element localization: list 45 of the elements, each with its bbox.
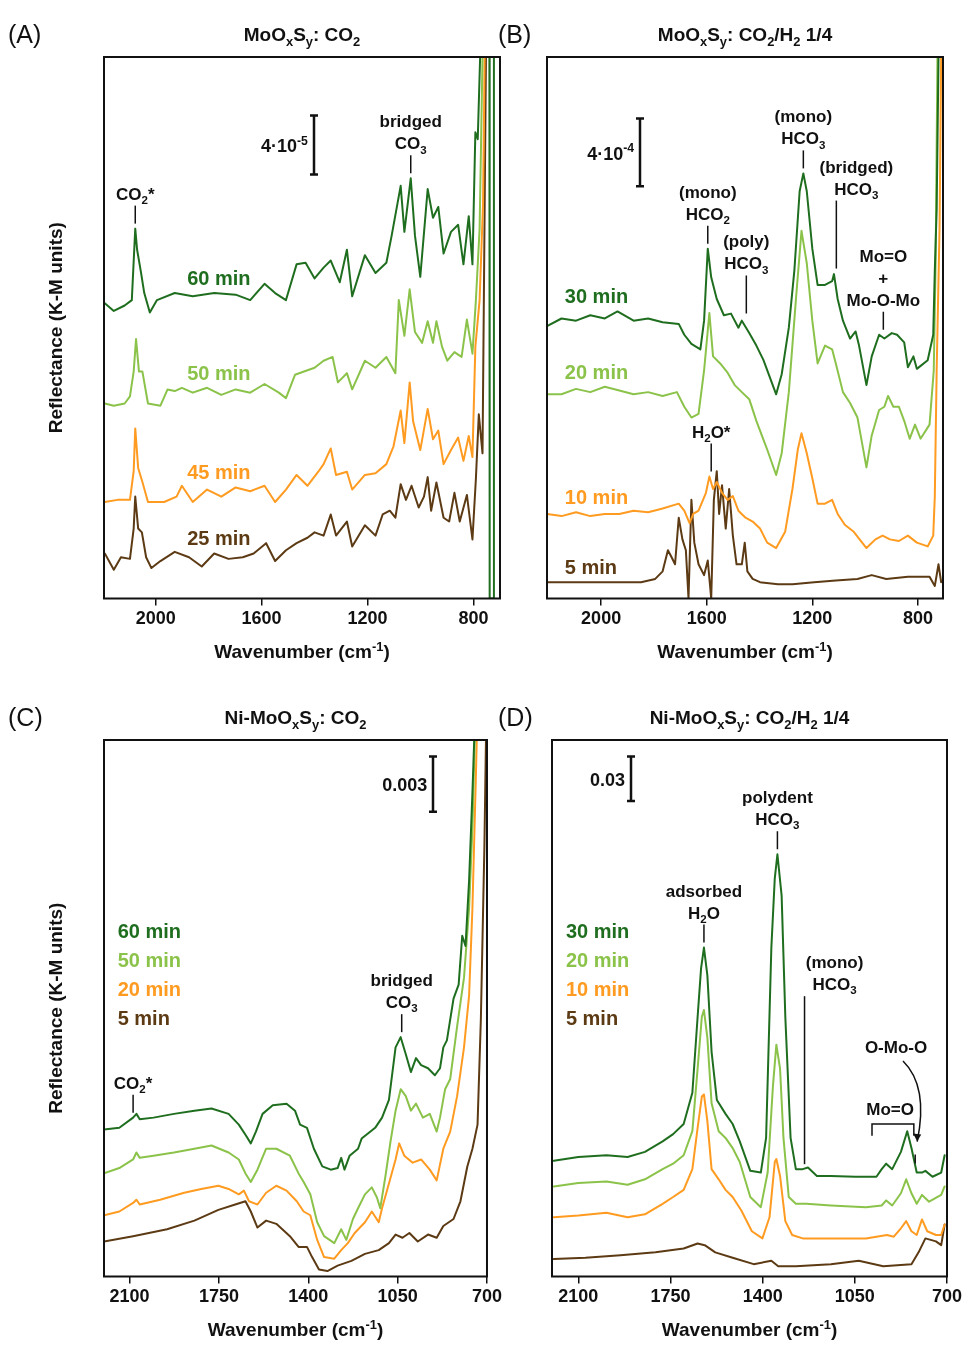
x-tick-label: 1400 [288,1286,329,1307]
text: 5 min [565,1007,619,1030]
text: (D) [498,703,533,731]
x-tick-label: 1050 [834,1286,875,1307]
y-axis-title: Reflectance (K-M units) [45,222,66,434]
text: (A) [8,20,42,48]
x-tick-label: 800 [458,608,489,629]
x-tick-label: 1400 [742,1286,783,1307]
series-label: 60 min [187,267,251,290]
series-label: 20 min [564,360,629,383]
series-label: 30 min [564,285,629,308]
x-tick-label: 1750 [650,1286,691,1307]
x-tick-label: 1200 [347,608,388,629]
x-tick-label: 2100 [109,1286,150,1307]
annotation: Mo=O + Mo-O-Mo [846,246,921,310]
text: 20 min [565,949,630,972]
x-tick-label: 1750 [198,1286,239,1307]
text: (B) [498,20,532,48]
text: (C) [8,703,43,731]
x-tick-label: 700 [471,1286,503,1307]
x-tick-label: 2000 [581,608,622,629]
text: 50 min [117,949,182,972]
annotation: O-Mo-O [864,1038,928,1058]
text: 20 min [117,978,182,1001]
series-label: 50 min [187,361,251,384]
text: 0.03 [589,769,626,790]
annotation: 0.003 [382,775,428,796]
x-tick-label: 1600 [686,608,727,629]
series-label: 45 min [187,461,251,484]
x-tick-label: 1200 [792,608,833,629]
series-label: 5 min [564,556,618,579]
series-label: 25 min [187,527,251,550]
y-axis-title: Reflectance (K-M units) [45,902,66,1114]
text: 5 min [117,1007,170,1030]
x-tick-label: 2100 [558,1286,599,1307]
x-tick-label: 700 [931,1286,963,1307]
text: 30 min [565,920,630,943]
x-tick-label: 1600 [241,608,282,629]
x-tick-label: 1050 [377,1286,418,1307]
x-tick-label: 2000 [135,608,176,629]
text: 60 min [117,920,182,943]
annotation: Mo=O [866,1100,914,1120]
x-tick-label: 800 [902,608,933,629]
series-label: 10 min [564,486,629,509]
text: 10 min [565,978,630,1001]
